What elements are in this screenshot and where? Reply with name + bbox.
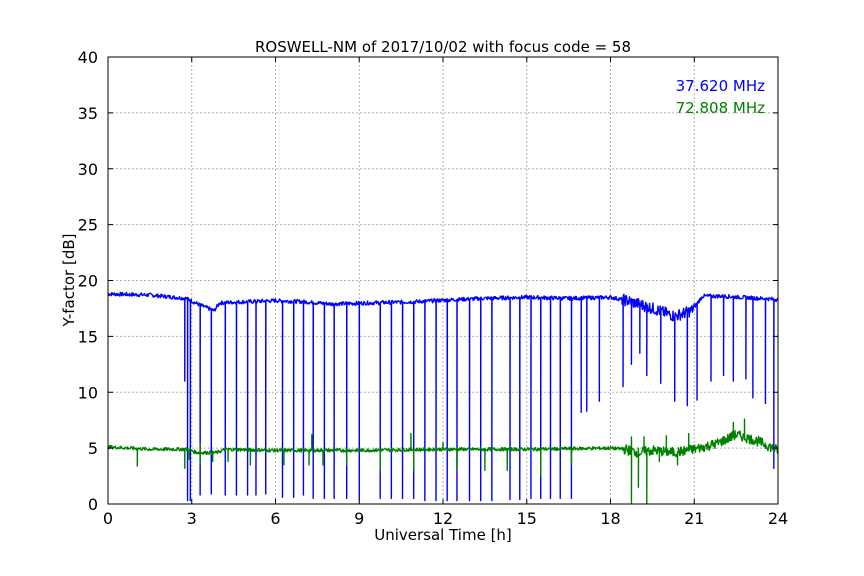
x-tick-label: 18: [600, 509, 620, 528]
legend-entry-72-808-mhz: 72.808 MHz: [676, 99, 765, 117]
y-tick-label: 20: [78, 272, 98, 291]
y-tick-label: 15: [78, 327, 98, 346]
series-72-808-mhz: [107, 418, 779, 505]
y-tick-label: 5: [88, 439, 98, 458]
y-tick-label: 30: [78, 160, 98, 179]
x-tick-label: 21: [684, 509, 704, 528]
series-line: [107, 291, 779, 502]
x-tick-label: 3: [187, 509, 197, 528]
grid-lines: [107, 56, 779, 505]
y-tick-label: 0: [88, 495, 98, 514]
x-tick-label: 12: [433, 509, 453, 528]
axis-ticks: 0 3 6 9 12 15 18 21 24 0 5 10 15 20 25 30 35 40: [78, 48, 789, 528]
x-tick-label: 6: [270, 509, 280, 528]
plot-area: [107, 291, 779, 505]
series-37-620-mhz: [107, 291, 779, 502]
y-tick-label: 40: [78, 48, 98, 67]
y-tick-label: 10: [78, 383, 98, 402]
legend-entry-37-620-mhz: 37.620 MHz: [676, 77, 765, 95]
x-tick-label: 24: [768, 509, 788, 528]
y-tick-label: 35: [78, 104, 98, 123]
x-tick-label: 0: [103, 509, 113, 528]
x-tick-label: 9: [354, 509, 364, 528]
x-axis-label: Universal Time [h]: [374, 526, 512, 544]
chart-title: ROSWELL-NM of 2017/10/02 with focus code…: [255, 38, 631, 56]
y-axis-label: Y-factor [dB]: [60, 233, 78, 327]
series-line: [107, 418, 779, 505]
y-tick-label: 25: [78, 216, 98, 235]
x-tick-label: 15: [517, 509, 537, 528]
